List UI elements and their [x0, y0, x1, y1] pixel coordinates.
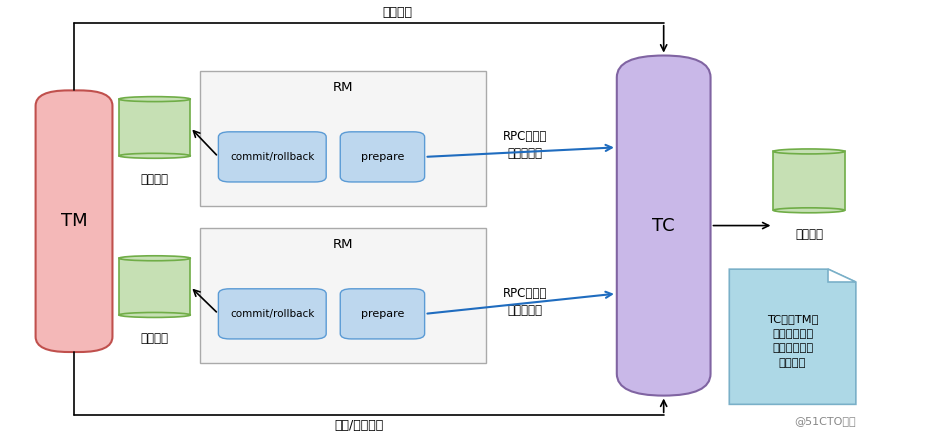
Polygon shape — [828, 269, 856, 282]
Ellipse shape — [119, 312, 190, 317]
FancyBboxPatch shape — [617, 56, 710, 396]
Bar — [119, 258, 190, 315]
Text: 分支状态: 分支状态 — [141, 173, 169, 186]
Text: RPC检查整
体事务状态: RPC检查整 体事务状态 — [504, 287, 548, 316]
Bar — [773, 152, 845, 210]
FancyBboxPatch shape — [340, 289, 424, 339]
FancyBboxPatch shape — [36, 91, 112, 352]
FancyBboxPatch shape — [340, 132, 424, 182]
Text: RM: RM — [332, 81, 353, 94]
Ellipse shape — [119, 256, 190, 261]
Ellipse shape — [773, 208, 845, 213]
FancyBboxPatch shape — [219, 132, 326, 182]
Text: RM: RM — [332, 238, 353, 251]
Text: RPC检查整
体事务状态: RPC检查整 体事务状态 — [504, 130, 548, 160]
Bar — [119, 99, 190, 156]
Text: prepare: prepare — [361, 152, 405, 162]
Text: TC: TC — [653, 217, 675, 235]
Ellipse shape — [773, 149, 845, 154]
Ellipse shape — [119, 153, 190, 158]
Polygon shape — [729, 269, 856, 404]
Text: TM: TM — [60, 212, 88, 230]
Text: 提交/回滚事务: 提交/回滚事务 — [335, 419, 384, 432]
Text: prepare: prepare — [361, 309, 405, 319]
Text: 分支状态: 分支状态 — [141, 332, 169, 346]
Bar — [200, 228, 486, 363]
Bar — [200, 71, 486, 206]
Text: TC收到TM的
提交或回滚消
息后记录事务
整体状态: TC收到TM的 提交或回滚消 息后记录事务 整体状态 — [767, 314, 819, 368]
Text: commit/rollback: commit/rollback — [230, 309, 314, 319]
Text: 整体状态: 整体状态 — [795, 228, 823, 241]
FancyBboxPatch shape — [219, 289, 326, 339]
Text: commit/rollback: commit/rollback — [230, 152, 314, 162]
Text: @51CTO博客: @51CTO博客 — [794, 416, 856, 426]
Text: 开启事务: 开启事务 — [382, 6, 412, 19]
Ellipse shape — [119, 97, 190, 102]
